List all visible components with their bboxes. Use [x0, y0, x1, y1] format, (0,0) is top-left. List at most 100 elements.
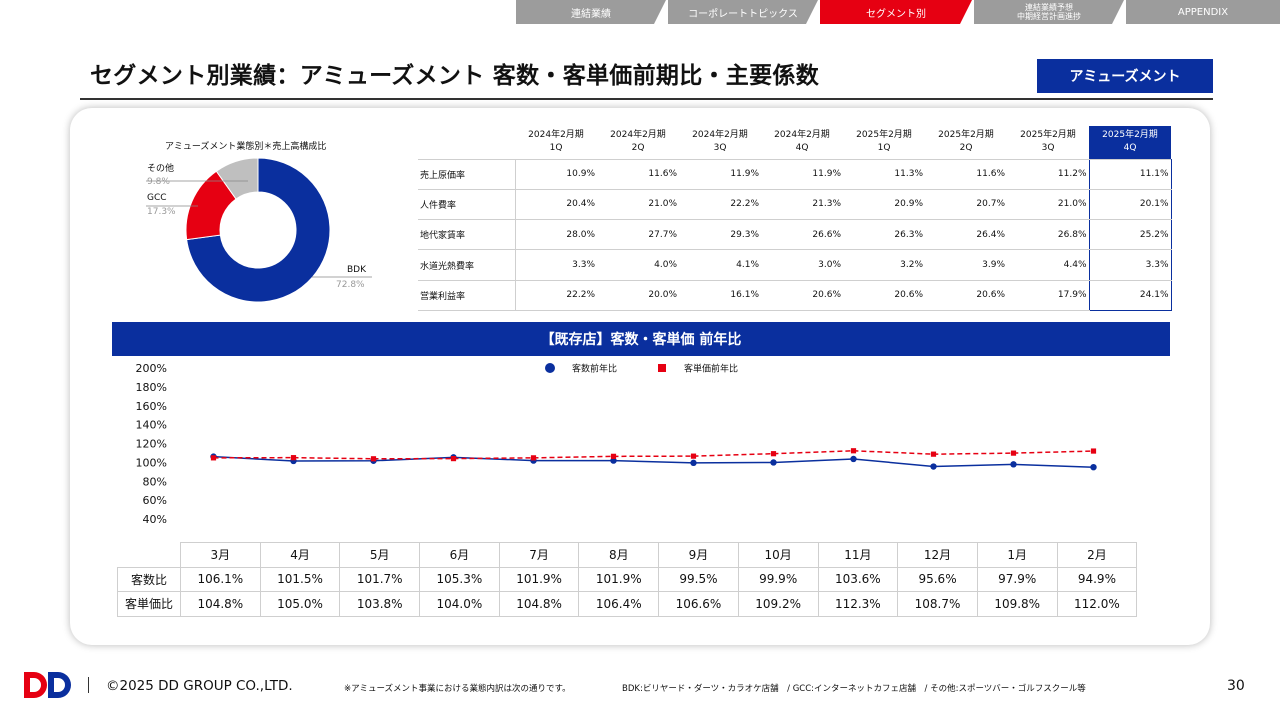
- kpi-cell: 20.1%: [1088, 188, 1172, 221]
- month-header: 1月: [976, 542, 1058, 568]
- monthly-cell: 106.4%: [578, 591, 660, 617]
- kpi-cell: 26.8%: [1007, 219, 1089, 251]
- kpi-cell: 11.1%: [1088, 158, 1172, 190]
- monthly-cell: 101.5%: [259, 566, 341, 592]
- page-title: セグメント別業績：アミューズメント 客数・客単価前期比・主要係数: [90, 63, 819, 89]
- kpi-cell: 10.9%: [515, 158, 597, 190]
- nav-tab-label: コーポレートトピックス: [688, 8, 798, 20]
- y-tick-label: 60%: [143, 494, 167, 507]
- y-tick-label: 120%: [136, 438, 167, 451]
- y-tick-label: 180%: [136, 381, 167, 394]
- monthly-cell: 112.3%: [817, 591, 899, 617]
- kpi-cell: 22.2%: [679, 188, 761, 221]
- monthly-cell: 101.9%: [498, 566, 580, 592]
- kpi-corner: [418, 126, 515, 159]
- legend-label: 客数前年比: [572, 363, 617, 375]
- kpi-cell: 3.3%: [1088, 249, 1172, 281]
- month-header: 5月: [339, 542, 421, 568]
- series-line-1: [213, 450, 1094, 460]
- donut-title: アミューズメント業態別＊売上高構成比: [165, 142, 327, 152]
- data-point: [610, 453, 617, 459]
- kpi-cell: 11.6%: [925, 158, 1007, 190]
- monthly-cell: 106.6%: [658, 591, 739, 617]
- nav-tab-segment[interactable]: セグメント別: [820, 0, 972, 24]
- data-point: [770, 451, 777, 457]
- monthly-cell: 105.0%: [259, 591, 341, 617]
- donut-label-other: その他: [147, 164, 175, 174]
- dd-logo: [24, 672, 71, 698]
- monthly-cell: 94.9%: [1056, 566, 1138, 592]
- kpi-cell: 21.0%: [1007, 188, 1089, 221]
- nav-tab-forecast[interactable]: 連結業績予想 中期経営計画進捗: [974, 0, 1124, 24]
- monthly-cell: 112.0%: [1056, 591, 1138, 617]
- nav-tab-label: APPENDIX: [1177, 6, 1229, 18]
- monthly-cell: 104.0%: [419, 591, 500, 617]
- donut-value-bdk: 72.8%: [336, 280, 365, 290]
- series-line-0: [213, 455, 1094, 468]
- data-point: [1090, 448, 1097, 454]
- monthly-cell: 104.8%: [498, 591, 580, 617]
- nav-tab-consolidated[interactable]: 連結業績: [516, 0, 666, 24]
- donut-chart: [185, 157, 331, 303]
- monthly-cell: 106.1%: [180, 566, 261, 592]
- kpi-cell: 11.2%: [1007, 158, 1089, 190]
- data-point: [690, 459, 697, 467]
- kpi-period-header: 2024年2月期 1Q: [528, 130, 584, 154]
- donut-slice-bdk: [186, 157, 331, 303]
- monthly-cell: 108.7%: [897, 591, 978, 617]
- donut-slice-その他: [215, 157, 259, 200]
- kpi-row: 売上原価率 10.9% 11.6% 11.9% 11.9% 11.3% 11.6% 11.2%…: [418, 158, 1172, 190]
- donut-label-gcc: GCC: [147, 193, 167, 203]
- kpi-cell: 20.6%: [761, 279, 843, 311]
- month-header: 2月: [1056, 542, 1138, 568]
- month-header: 9月: [658, 542, 739, 568]
- data-point: [610, 457, 617, 464]
- page-number: 30: [1227, 678, 1245, 694]
- kpi-cell: 20.6%: [925, 279, 1007, 311]
- kpi-cell: 4.1%: [679, 249, 761, 281]
- nav-tab-appendix[interactable]: APPENDIX: [1126, 0, 1280, 24]
- month-header: 4月: [259, 542, 341, 568]
- data-point: [850, 448, 857, 454]
- monthly-cell: 101.7%: [339, 566, 421, 592]
- legend-marker: [658, 364, 666, 372]
- monthly-cell: 99.5%: [658, 566, 739, 592]
- month-header: 12月: [897, 542, 978, 568]
- kpi-header-row: 2024年2月期 1Q 2024年2月期 2Q 2024年2月期 3Q 2024年2月…: [418, 126, 1171, 159]
- kpi-cell: 29.3%: [679, 219, 761, 251]
- monthly-cell: 101.9%: [578, 566, 660, 592]
- month-header: 10月: [737, 542, 819, 568]
- kpi-table: 2024年2月期 1Q 2024年2月期 2Q 2024年2月期 3Q 2024年2月…: [418, 126, 1172, 311]
- kpi-cell: 26.6%: [761, 219, 843, 251]
- data-point: [930, 451, 937, 457]
- segment-badge: アミューズメント: [1037, 59, 1213, 93]
- kpi-cell: 25.2%: [1088, 219, 1172, 251]
- data-point: [290, 455, 297, 461]
- data-point: [1010, 450, 1017, 456]
- kpi-period-header: 2025年2月期 3Q: [1020, 130, 1076, 154]
- donut-value-other: 9.8%: [147, 177, 170, 187]
- monthly-cell: 103.8%: [339, 591, 421, 617]
- data-point: [850, 455, 857, 463]
- kpi-row-label: 人件費率: [418, 188, 516, 221]
- footnote: ※アミューズメント事業における業態内訳は次の通りです。: [344, 684, 571, 694]
- yoy-line-chart: 200% 180% 160% 140% 120% 100% 80% 60% 40% 客数前年比 客単…: [136, 362, 1097, 526]
- donut-leader-lines: [146, 180, 372, 278]
- kpi-cell: 3.2%: [843, 249, 925, 281]
- kpi-row-label: 水道光熱費率: [418, 249, 516, 281]
- kpi-cell: 24.1%: [1088, 279, 1172, 311]
- kpi-cell: 11.6%: [597, 158, 679, 190]
- kpi-cell: 20.7%: [925, 188, 1007, 221]
- kpi-row: 営業利益率 22.2% 20.0% 16.1% 20.6% 20.6% 20.6% 17.9%…: [418, 279, 1172, 311]
- monthly-cell: 105.3%: [419, 566, 500, 592]
- kpi-cell: 4.4%: [1007, 249, 1089, 281]
- kpi-cell: 11.9%: [761, 158, 843, 190]
- monthly-table: 3月 4月 5月 6月 7月 8月 9月 10月 11月 12月 1月 2月 客数比 106.1% 101…: [117, 542, 1138, 617]
- y-tick-label: 200%: [136, 362, 167, 375]
- nav-tab-corporate-topics[interactable]: コーポレートトピックス: [668, 0, 818, 24]
- monthly-row-label: 客数比: [117, 566, 181, 592]
- monthly-header-row: 3月 4月 5月 6月 7月 8月 9月 10月 11月 12月 1月 2月: [118, 542, 1138, 568]
- data-point: [770, 459, 777, 466]
- title-divider: [80, 98, 1213, 100]
- kpi-cell: 3.3%: [515, 249, 597, 281]
